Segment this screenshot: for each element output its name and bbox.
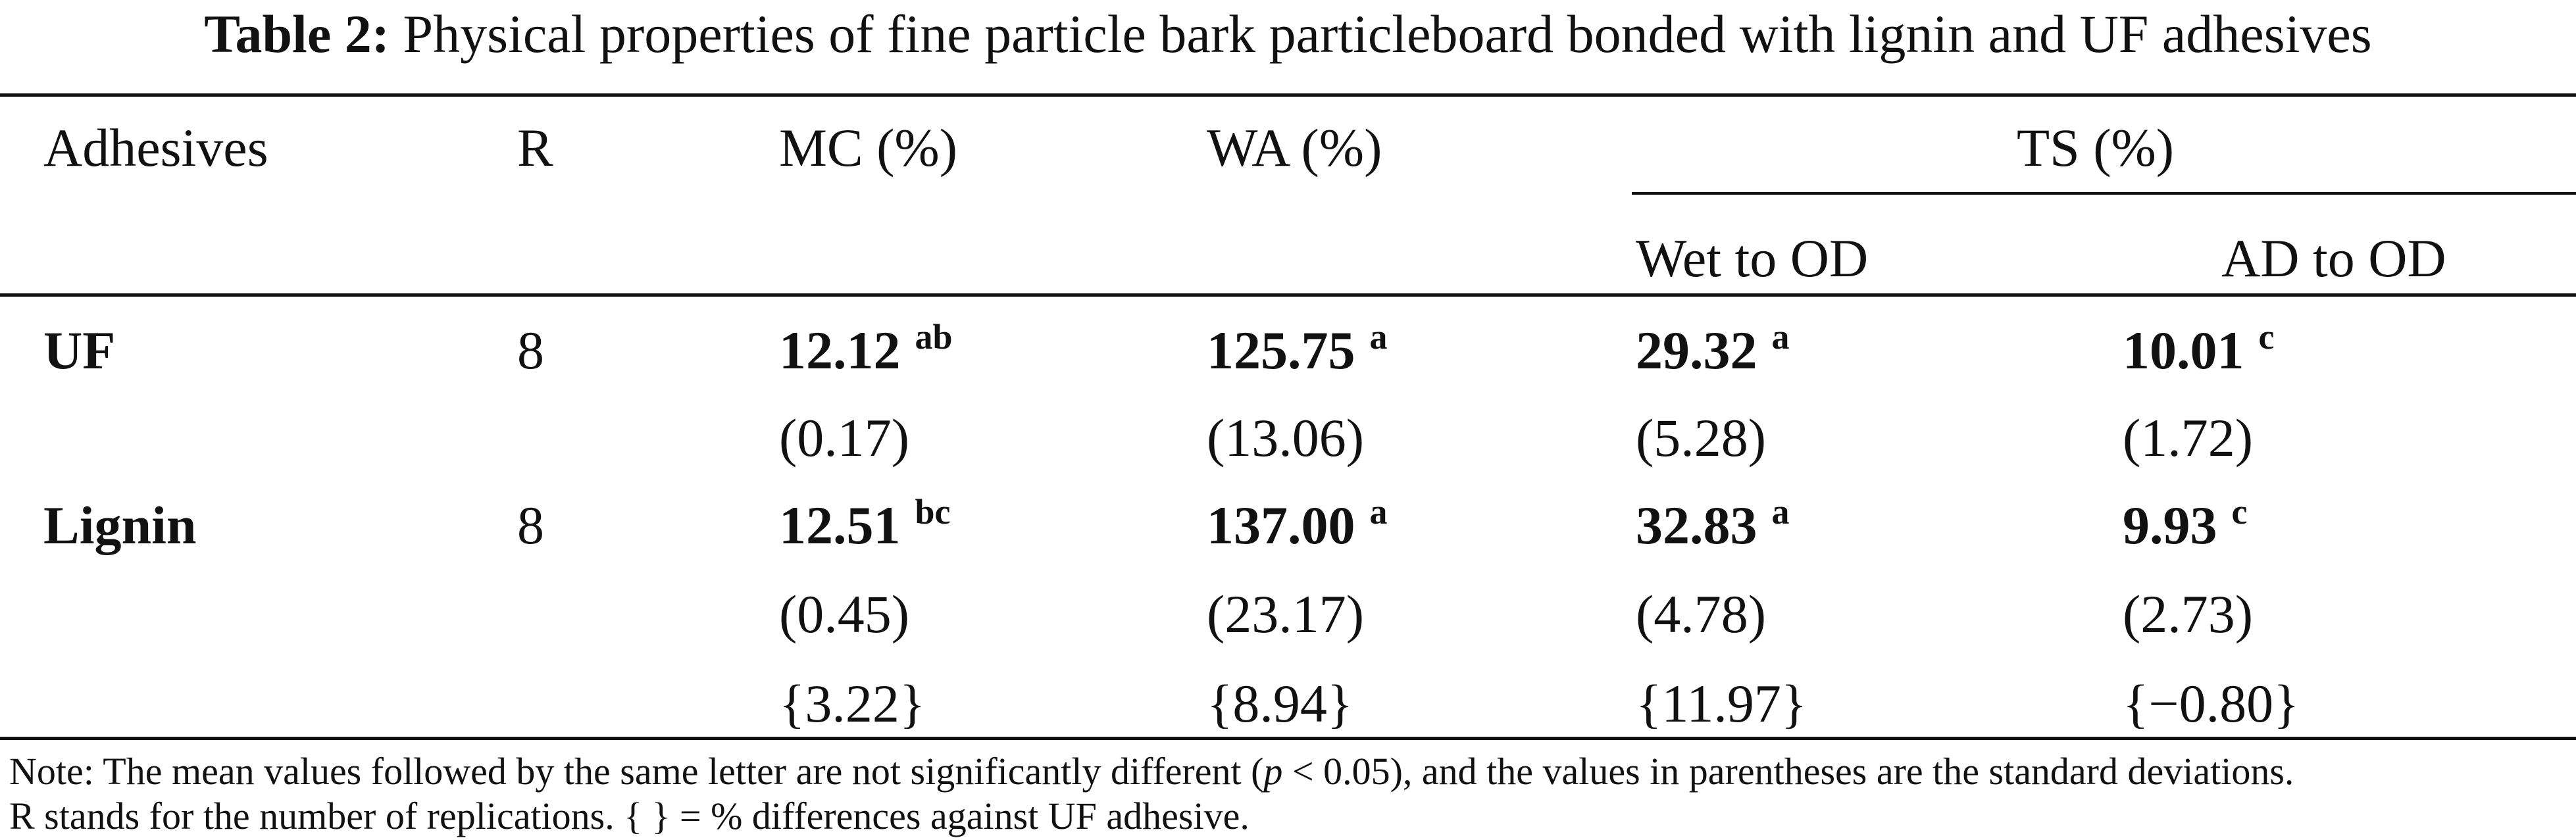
header-adhesives: Adhesives [43,118,268,178]
table-caption-text: Physical properties of fine particle bar… [403,4,2372,64]
row-uf-adhesive: UF [43,320,116,380]
row-lignin-mc-sd: (0.45) [779,584,910,644]
row-uf-wa-value: 125.75 a [1207,317,1388,389]
row-lignin-wa-value: 137.00 a [1207,492,1388,564]
row-uf-ts-ad-sd: (1.72) [2123,408,2254,468]
row-lignin-ts-ad-sd: (2.73) [2123,584,2254,644]
table-caption-label: Table 2: [204,4,390,64]
bottom-rule [0,737,2576,740]
row-uf-mc-value: 12.12 ab [779,317,953,389]
mean-value: 32.83 [1636,495,1757,555]
significance-letter: c [2258,317,2275,357]
significance-letter: a [1369,492,1388,531]
header-bottom-rule [0,293,2576,297]
header-wa: WA (%) [1207,118,1382,178]
ts-group-rule [1632,192,2576,195]
mean-value: 12.51 [779,495,901,555]
mean-value: 137.00 [1207,495,1355,555]
row-lignin-mc-diff: {3.22} [779,674,926,733]
header-mc: MC (%) [779,118,958,178]
header-ts: TS (%) [2017,118,2175,178]
row-lignin-adhesive: Lignin [43,495,197,555]
row-uf-mc-sd: (0.17) [779,408,910,468]
significance-letter: a [1369,317,1388,357]
row-uf-wa-sd: (13.06) [1207,408,1365,468]
row-lignin-r: 8 [517,495,544,555]
row-uf-r: 8 [517,320,544,380]
row-lignin-ts-ad-diff: {−0.80} [2123,674,2300,733]
significance-letter: bc [915,492,951,531]
significance-letter: ab [915,317,953,357]
row-lignin-mc-value: 12.51 bc [779,492,951,564]
row-uf-ts-wet-sd: (5.28) [1636,408,1767,468]
row-lignin-ts-wet-sd: (4.78) [1636,584,1767,644]
table-note-line-2: R stands for the number of replications.… [9,795,1250,837]
mean-value: 10.01 [2123,320,2244,380]
row-lignin-ts-wet-value: 32.83 a [1636,492,1790,564]
note-text: < 0.05), and the values in parentheses a… [1282,750,2294,793]
mean-value: 12.12 [779,320,901,380]
significance-letter: a [1771,317,1790,357]
header-ts-ad-to-od: AD to OD [2221,228,2446,288]
top-rule [0,93,2576,97]
mean-value: 9.93 [2123,495,2217,555]
mean-value: 125.75 [1207,320,1355,380]
row-lignin-wa-diff: {8.94} [1207,674,1353,733]
row-lignin-ts-ad-value: 9.93 c [2123,492,2248,564]
header-r: R [517,118,553,178]
row-lignin-wa-sd: (23.17) [1207,584,1365,644]
note-p-symbol: p [1263,750,1283,793]
row-uf-ts-wet-value: 29.32 a [1636,317,1790,389]
mean-value: 29.32 [1636,320,1757,380]
significance-letter: a [1771,492,1790,531]
row-uf-ts-ad-value: 10.01 c [2123,317,2275,389]
note-text: Note: The mean values followed by the sa… [9,750,1264,793]
table-caption: Table 2: Physical properties of fine par… [0,1,2576,67]
significance-letter: c [2231,492,2248,531]
row-lignin-ts-wet-diff: {11.97} [1636,674,1807,733]
header-ts-wet-to-od: Wet to OD [1636,228,1869,288]
table-note-line-1: Note: The mean values followed by the sa… [9,748,2294,795]
